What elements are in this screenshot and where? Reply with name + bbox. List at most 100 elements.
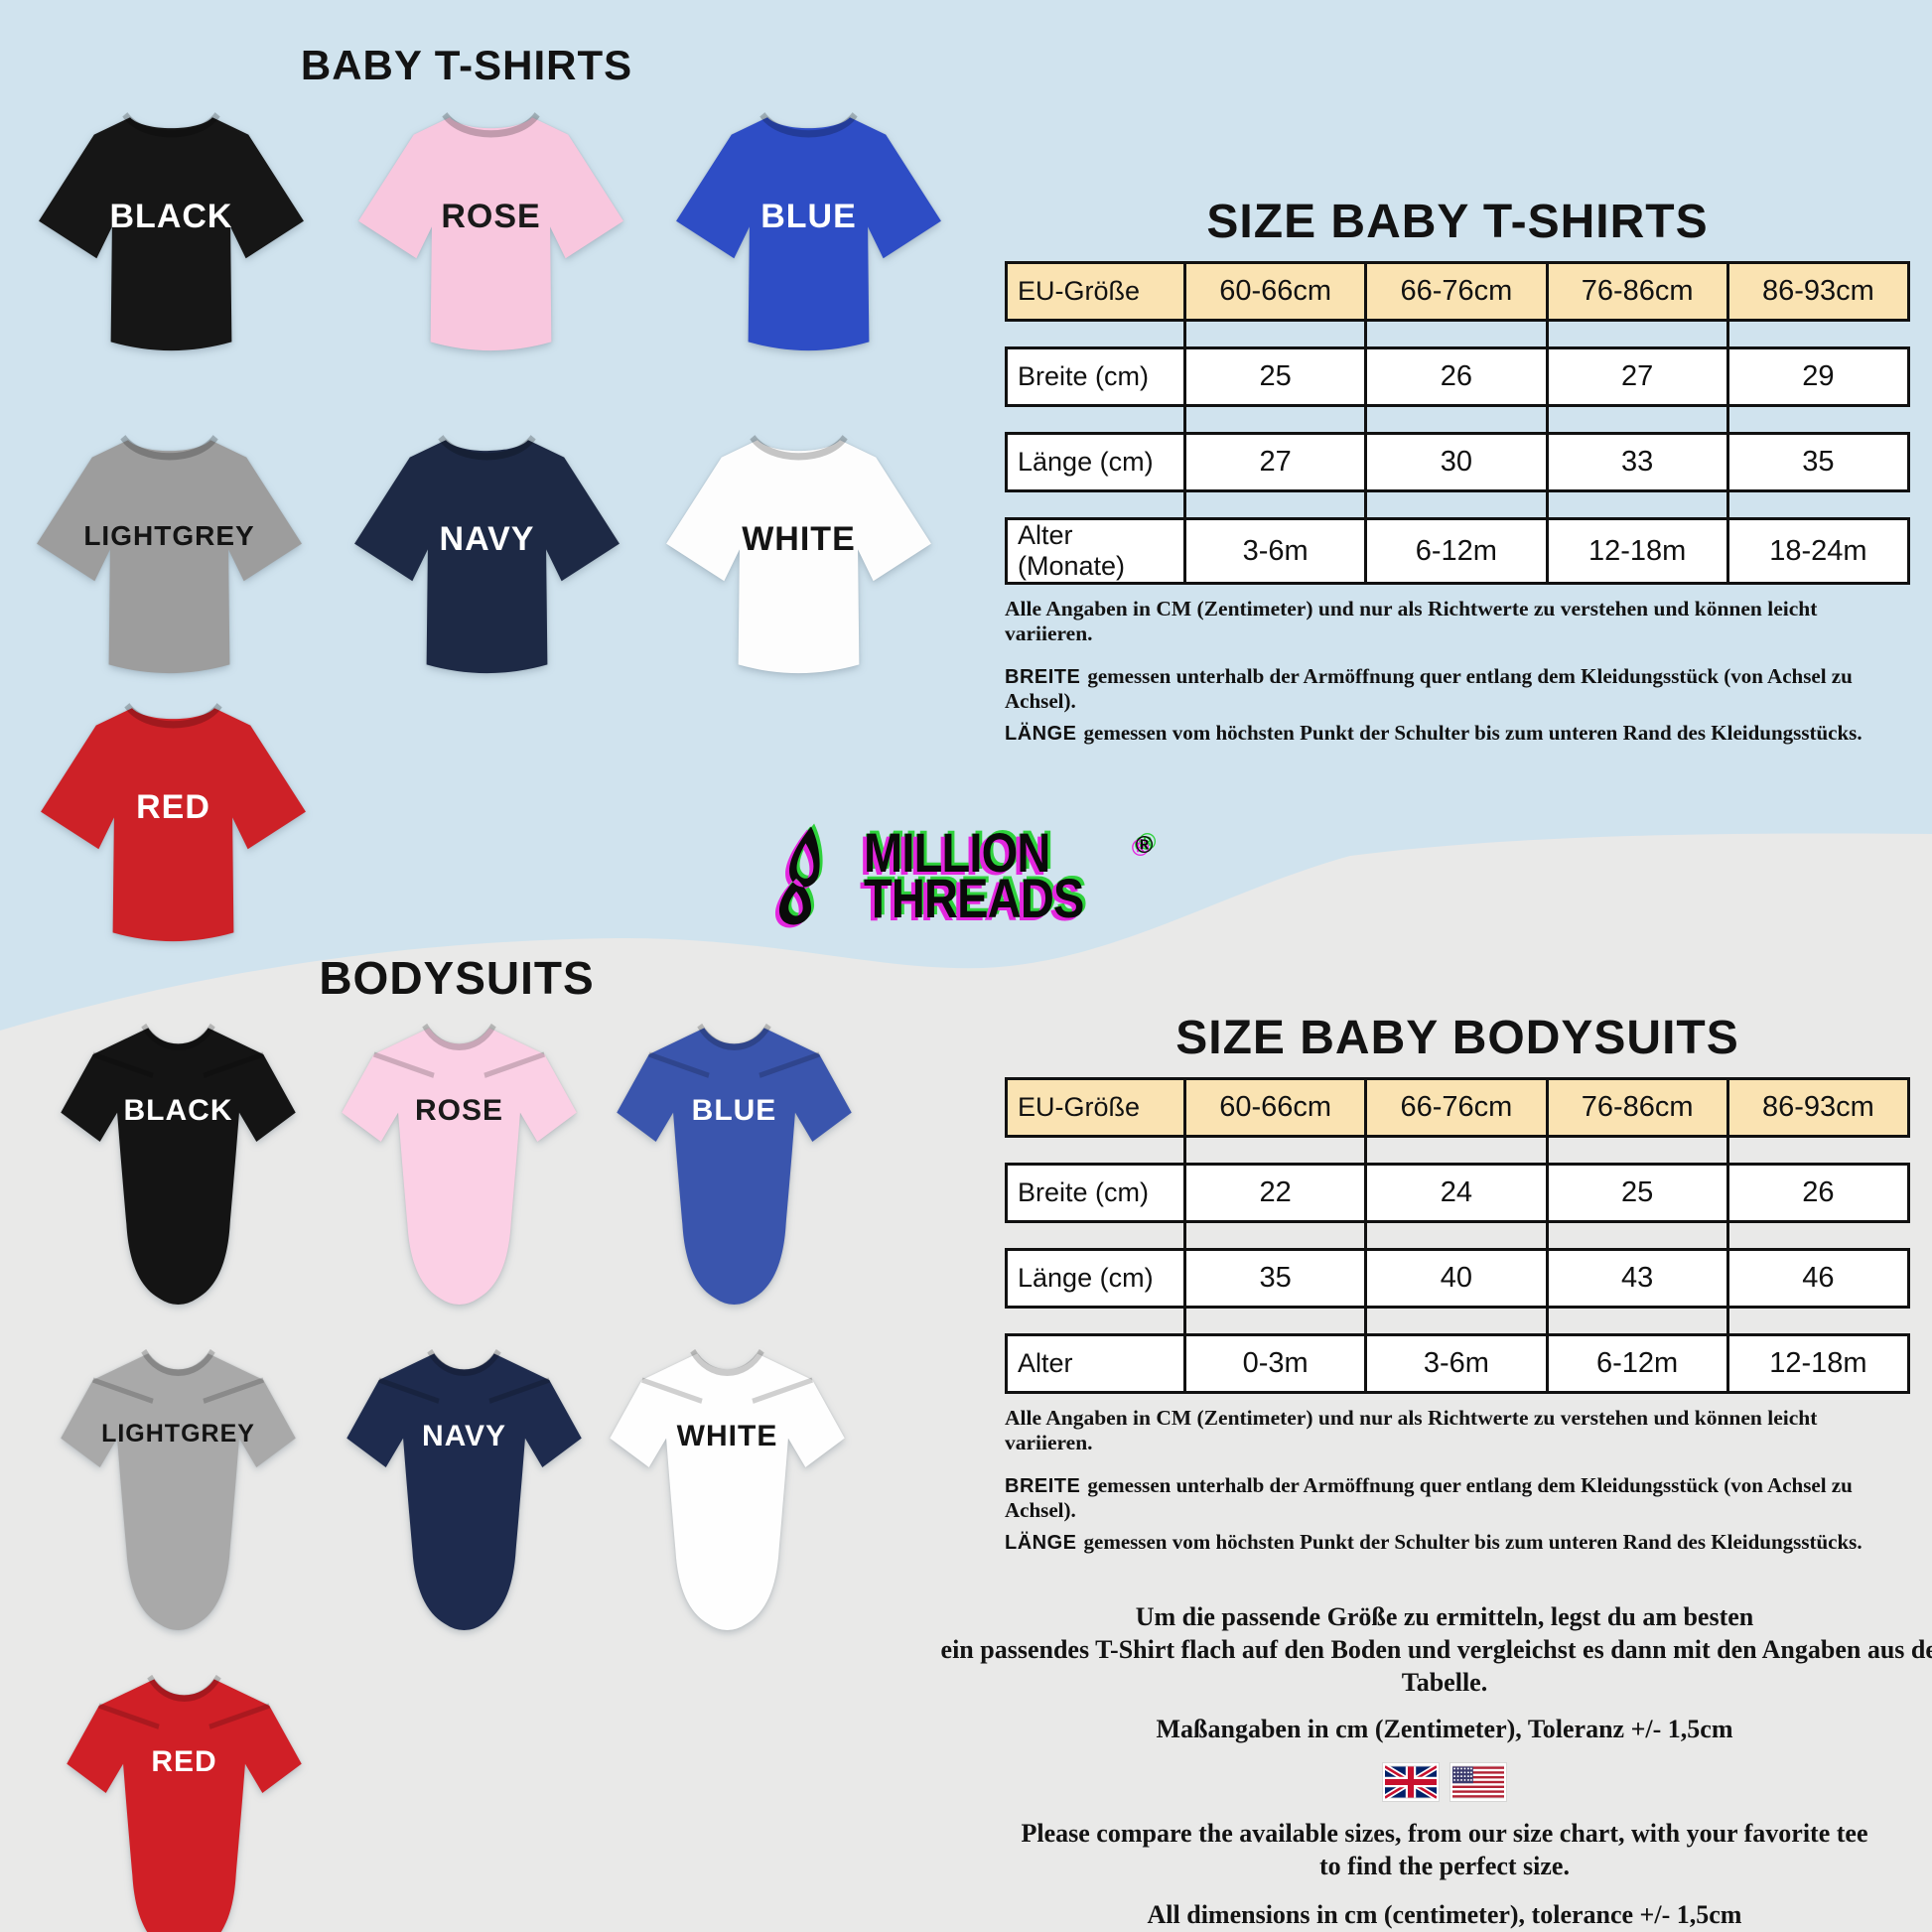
table-cell: 86-93cm: [1725, 1077, 1911, 1138]
garment-label: NAVY: [439, 520, 535, 559]
tshirts-section-title: BABY T-SHIRTS: [300, 42, 633, 88]
table-cell: 25: [1545, 1163, 1729, 1223]
footer-en-line2: to find the perfect size.: [1319, 1852, 1570, 1880]
table-cell: Alter: [1005, 1333, 1186, 1394]
term-breite-definition: gemessen unterhalb der Armöffnung quer e…: [1005, 664, 1853, 713]
term-line: BREITE gemessen unterhalb der Armöffnung …: [1005, 1473, 1910, 1523]
bodysuit-graphic: [333, 1015, 586, 1332]
bodysuit-graphic: [52, 1340, 305, 1658]
table-header-row: EU-Größe 60-66cm 66-76cm 76-86cm 86-93cm: [1005, 261, 1911, 322]
table-cell: Breite (cm): [1005, 346, 1186, 407]
table-cell: 6-12m: [1545, 1333, 1729, 1394]
table-cell: 0-3m: [1182, 1333, 1368, 1394]
size-table-bodysuits-block: SIZE BABY BODYSUITS EU-Größe 60-66cm 66-…: [1005, 1011, 1911, 1562]
table-spacer-row: [1007, 1136, 1909, 1165]
registered-trademark-icon: ®: [1135, 832, 1154, 859]
term-breite: BREITE: [1005, 666, 1081, 688]
table-row: Alter (Monate) 3-6m 6-12m 12-18m 18-24m: [1005, 517, 1911, 585]
table-cell: Breite (cm): [1005, 1163, 1186, 1223]
bodysuit-graphic: [58, 1666, 311, 1932]
garment-label: BLACK: [109, 198, 233, 236]
garment-label: RED: [151, 1745, 217, 1778]
measurement-note: Alle Angaben in CM (Zentimeter) und nur …: [1005, 597, 1818, 645]
language-flags: [923, 1763, 1932, 1801]
table-cell: 60-66cm: [1182, 261, 1368, 322]
table-cell: 29: [1725, 346, 1911, 407]
garment-label: BLACK: [123, 1094, 233, 1127]
table-row: Breite (cm) 22 24 25 26: [1005, 1163, 1911, 1223]
term-breite-definition: gemessen unterhalb der Armöffnung quer e…: [1005, 1473, 1853, 1522]
table-spacer-row: [1007, 1221, 1909, 1250]
table-cell: 30: [1364, 432, 1549, 492]
size-table-tshirts-title: SIZE BABY T-SHIRTS: [1206, 196, 1709, 248]
table-cell: 26: [1725, 1163, 1911, 1223]
bodysuit-navy: NAVY: [338, 1340, 591, 1658]
garment-label: LIGHTGREY: [101, 1420, 255, 1448]
bodysuit-blue: BLUE: [608, 1015, 861, 1332]
table-cell: 22: [1182, 1163, 1368, 1223]
garment-label: WHITE: [742, 520, 856, 559]
footer-en-line1: Please compare the available sizes, from…: [1021, 1819, 1868, 1848]
tshirt-rose: ROSE: [349, 94, 632, 382]
table-cell: 12-18m: [1725, 1333, 1911, 1394]
table-cell: 76-86cm: [1545, 261, 1729, 322]
term-line: LÄNGE gemessen vom höchsten Punkt der Sch…: [1005, 721, 1910, 746]
table-spacer-row: [1007, 405, 1909, 434]
footer-de-line1: Um die passende Größe zu ermitteln, legs…: [1135, 1602, 1754, 1631]
table-cell: 27: [1545, 346, 1729, 407]
term-line: LÄNGE gemessen vom höchsten Punkt der Sch…: [1005, 1530, 1910, 1555]
garment-label: ROSE: [441, 198, 541, 236]
tshirt-graphic: [32, 685, 315, 973]
measurement-terms: BREITE gemessen unterhalb der Armöffnung …: [1005, 664, 1910, 746]
table-cell: 35: [1182, 1248, 1368, 1309]
table-cell: 3-6m: [1364, 1333, 1549, 1394]
table-cell: EU-Größe: [1005, 1077, 1186, 1138]
table-cell: 35: [1725, 432, 1911, 492]
table-cell: 3-6m: [1182, 517, 1368, 585]
tshirt-graphic: [349, 94, 632, 382]
measurement-terms: BREITE gemessen unterhalb der Armöffnung …: [1005, 1473, 1910, 1555]
table-row: Länge (cm) 27 30 33 35: [1005, 432, 1911, 492]
table-cell: 46: [1725, 1248, 1911, 1309]
table-cell: 12-18m: [1545, 517, 1729, 585]
table-cell: 24: [1364, 1163, 1549, 1223]
garment-label: LIGHTGREY: [83, 520, 255, 552]
logo-word-2: THREADS: [864, 867, 1084, 929]
bodysuits-section-title: BODYSUITS: [319, 952, 595, 1004]
tshirt-graphic: [667, 94, 950, 382]
table-cell: 66-76cm: [1364, 261, 1549, 322]
garment-label: NAVY: [421, 1420, 507, 1452]
uk-flag-icon: [1383, 1763, 1439, 1801]
logo-wordmark: MILLION THREADS: [864, 821, 1084, 929]
table-spacer-row: [1007, 490, 1909, 519]
table-cell: 60-66cm: [1182, 1077, 1368, 1138]
tshirt-black: BLACK: [30, 94, 313, 382]
tshirt-navy: NAVY: [345, 417, 628, 705]
table-cell: 6-12m: [1364, 517, 1549, 585]
table-cell: Alter (Monate): [1005, 517, 1186, 585]
garment-label: ROSE: [414, 1094, 504, 1127]
size-table-tshirts: EU-Größe 60-66cm 66-76cm 76-86cm 86-93cm…: [1005, 261, 1911, 585]
term-line: BREITE gemessen unterhalb der Armöffnung …: [1005, 664, 1910, 714]
table-cell: 43: [1545, 1248, 1729, 1309]
tshirt-blue: BLUE: [667, 94, 950, 382]
us-flag-icon: [1450, 1763, 1506, 1801]
table-spacer-row: [1007, 1307, 1909, 1335]
logo-word-1: MILLION: [864, 821, 1050, 884]
bodysuit-red: RED: [58, 1666, 311, 1932]
footer-de-line2: ein passendes T-Shirt flach auf den Bode…: [940, 1635, 1932, 1697]
table-cell: Länge (cm): [1005, 1248, 1186, 1309]
measurement-note: Alle Angaben in CM (Zentimeter) und nur …: [1005, 1406, 1818, 1454]
bodysuit-white: WHITE: [601, 1340, 854, 1658]
term-laenge-definition: gemessen vom höchsten Punkt der Schulter…: [1083, 1530, 1863, 1554]
tshirt-white: WHITE: [657, 417, 940, 705]
term-laenge: LÄNGE: [1005, 1532, 1077, 1554]
table-cell: EU-Größe: [1005, 261, 1186, 322]
footer-en-tolerance: All dimensions in cm (centimeter), toler…: [1147, 1900, 1742, 1929]
garment-label: WHITE: [676, 1420, 778, 1452]
million-threads-logo: MILLION THREADS ®: [770, 824, 1153, 927]
term-laenge-definition: gemessen vom höchsten Punkt der Schulter…: [1083, 721, 1863, 745]
tshirt-graphic: [30, 94, 313, 382]
term-laenge: LÄNGE: [1005, 723, 1077, 745]
